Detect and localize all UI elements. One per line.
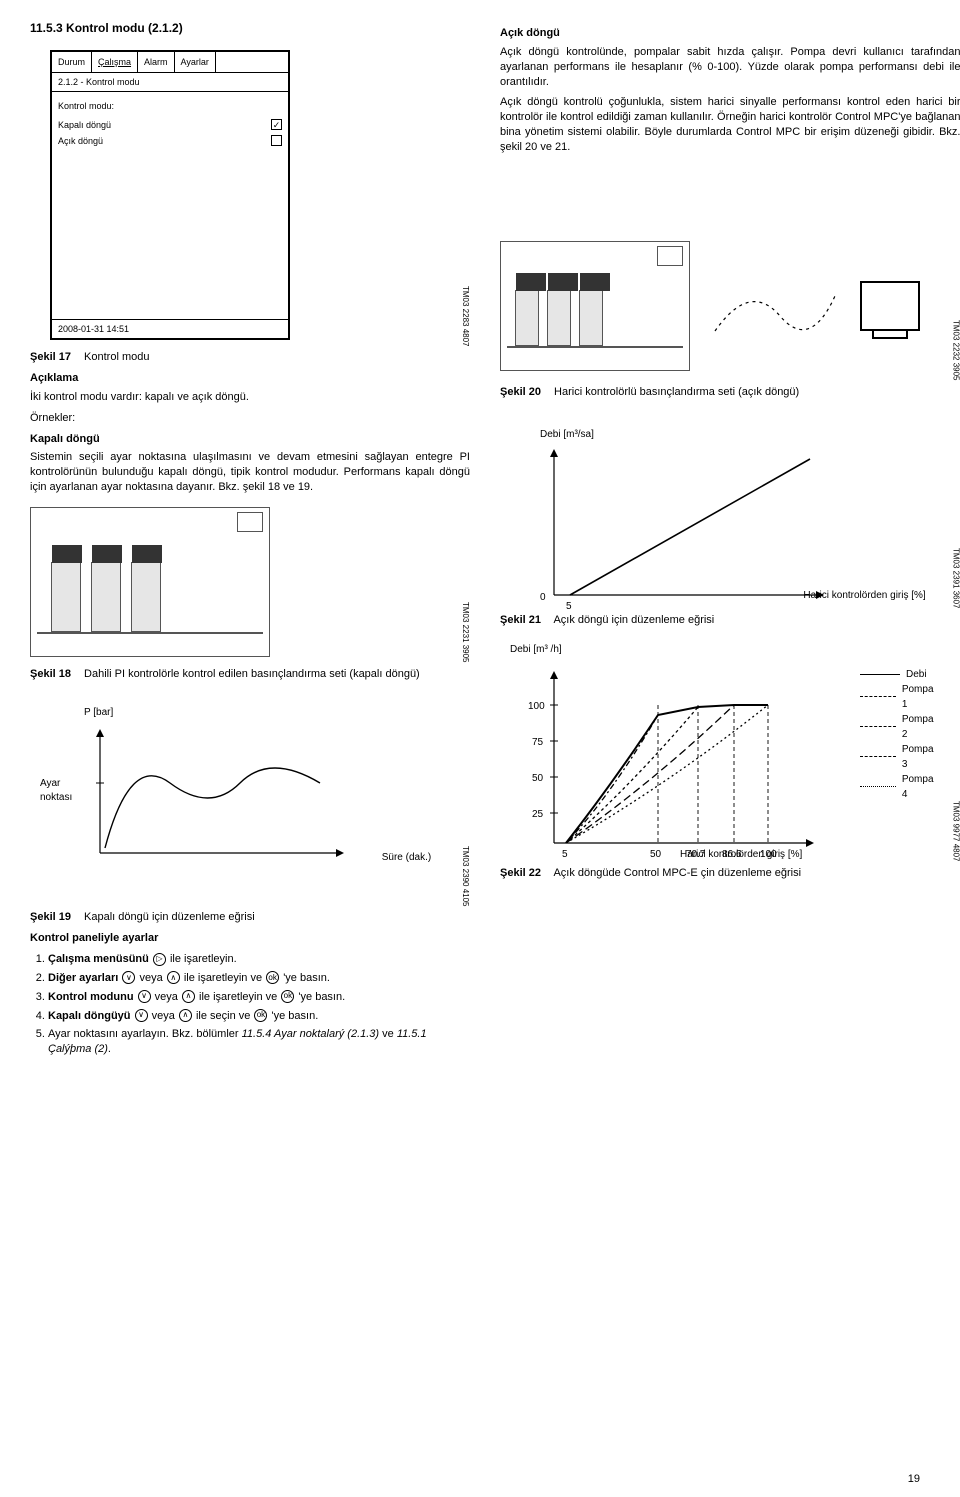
- acik-heading: Açık döngü: [500, 26, 960, 41]
- breadcrumb: 2.1.2 - Kontrol modu: [52, 73, 288, 92]
- svg-text:25: 25: [532, 809, 544, 820]
- acik-p1: Açık döngü kontrolünde, pompalar sabit h…: [500, 45, 960, 90]
- fig19-xlabel: Süre (dak.): [382, 851, 431, 878]
- tm-code: TM03 2232 3905: [950, 320, 960, 381]
- page-number: 19: [908, 1472, 920, 1487]
- aciklama-p2: Örnekler:: [30, 411, 470, 426]
- nav-up-icon: ∧: [179, 1009, 192, 1022]
- option-label: Kapalı döngü: [58, 119, 111, 131]
- tm-code: TM03 9977 4807: [950, 801, 960, 862]
- tm-code: TM03 2283 4807: [459, 286, 470, 347]
- tab-bar: Durum Çalışma Alarm Ayarlar: [52, 52, 288, 73]
- fig21-label: Şekil 21: [500, 614, 541, 626]
- tab-ayarlar[interactable]: Ayarlar: [175, 52, 216, 72]
- tm-code: TM03 2391 3607: [950, 548, 960, 609]
- kontrol-heading: Kontrol paneliyle ayarlar: [30, 931, 470, 946]
- ok-icon: ok: [254, 1009, 267, 1022]
- legend-p1: Pompa 1: [902, 682, 938, 712]
- option-acik[interactable]: Açık döngü: [58, 135, 282, 147]
- checkbox-checked-icon[interactable]: ✓: [271, 119, 282, 130]
- aciklama-p1: İki kontrol modu vardır: kapalı ve açık …: [30, 390, 470, 405]
- fig18-label: Şekil 18: [30, 668, 71, 680]
- pc-icon: [860, 281, 920, 331]
- step-3: Kontrol modunu ∨ veya ∧ ile işaretleyin …: [48, 990, 470, 1005]
- nav-right-icon: ▷: [153, 953, 166, 966]
- fig22-chart: 25 50 75 100 5 50 70.7 86.6 100: [510, 667, 860, 867]
- svg-text:50: 50: [532, 773, 544, 784]
- mode-label: Kontrol modu:: [58, 100, 282, 112]
- fig20-text: Harici kontrolörlü basınçlandırma seti (…: [554, 386, 799, 398]
- tm-code: TM03 2390 4105: [459, 846, 470, 907]
- fig21-ylabel: Debi [m³/sa]: [540, 428, 946, 442]
- ok-icon: ok: [266, 971, 279, 984]
- nav-up-icon: ∧: [182, 990, 195, 1003]
- svg-text:50: 50: [650, 849, 662, 860]
- tab-durum[interactable]: Durum: [52, 52, 92, 72]
- legend-debi: Debi: [906, 667, 927, 682]
- tab-calisma[interactable]: Çalışma: [92, 52, 138, 72]
- screenshot-panel: Durum Çalışma Alarm Ayarlar 2.1.2 - Kont…: [50, 50, 290, 340]
- tm-code: TM03 2231 3905: [459, 602, 470, 663]
- section-title: 11.5.3 Kontrol modu (2.1.2): [30, 20, 470, 36]
- acik-p2: Açık döngü kontrolü çoğunlukla, sistem h…: [500, 95, 960, 154]
- fig19-text: Kapalı döngü için düzenleme eğrisi: [84, 911, 255, 923]
- fig22-label: Şekil 22: [500, 867, 541, 879]
- option-label: Açık döngü: [58, 135, 103, 147]
- fig22-ylabel: Debi [m³ /h]: [510, 643, 960, 657]
- checkbox-unchecked-icon[interactable]: [271, 135, 282, 146]
- fig18-diagram: [30, 507, 270, 657]
- tab-alarm[interactable]: Alarm: [138, 52, 175, 72]
- svg-text:100: 100: [760, 849, 777, 860]
- step-1: Çalışma menüsünü ▷ ile işaretleyin.: [48, 952, 470, 967]
- nav-down-icon: ∨: [138, 990, 151, 1003]
- kapali-p1: Sistemin seçili ayar noktasına ulaşılmas…: [30, 450, 470, 495]
- fig19-setpoint: Ayar noktası: [40, 777, 80, 804]
- svg-text:86.6: 86.6: [722, 849, 742, 860]
- svg-text:70.7: 70.7: [686, 849, 706, 860]
- aciklama-heading: Açıklama: [30, 371, 470, 386]
- fig19-label: Şekil 19: [30, 911, 71, 923]
- fig21-x5: 5: [566, 601, 572, 612]
- fig19-ylabel: P [bar]: [84, 706, 455, 720]
- fig21-xlabel: Harici kontrolörden giriş [%]: [510, 589, 926, 603]
- fig22-text: Açık döngüde Control MPC-E çin düzenleme…: [553, 867, 801, 879]
- svg-text:100: 100: [528, 701, 545, 712]
- nav-up-icon: ∧: [167, 971, 180, 984]
- nav-down-icon: ∨: [122, 971, 135, 984]
- fig21-chart: Debi [m³/sa] 0 5 Harici kontrolörden gir…: [510, 428, 946, 603]
- option-kapali[interactable]: Kapalı döngü ✓: [58, 119, 282, 131]
- fig19-chart: P [bar] Ayar noktası Süre (dak.): [60, 706, 455, 901]
- legend-p4: Pompa 4: [902, 772, 938, 802]
- steps-list: Çalışma menüsünü ▷ ile işaretleyin. Diğe…: [48, 952, 470, 1057]
- svg-text:5: 5: [562, 849, 568, 860]
- ok-icon: ok: [281, 990, 294, 1003]
- svg-text:75: 75: [532, 737, 544, 748]
- fig18-text: Dahili PI kontrolörle kontrol edilen bas…: [84, 668, 420, 680]
- fig17-label: Şekil 17: [30, 351, 71, 363]
- fig21-y0: 0: [540, 592, 546, 603]
- footer-timestamp: 2008-01-31 14:51: [58, 323, 129, 335]
- legend-p2: Pompa 2: [902, 712, 938, 742]
- kapali-heading: Kapalı döngü: [30, 432, 470, 447]
- legend-p3: Pompa 3: [902, 742, 938, 772]
- step-2: Diğer ayarları ∨ veya ∧ ile işaretleyin …: [48, 971, 470, 986]
- step-4: Kapalı döngüyü ∨ veya ∧ ile seçin ve ok …: [48, 1009, 470, 1024]
- fig21-text: Açık döngü için düzenleme eğrisi: [553, 614, 714, 626]
- fig20-diagram: [500, 241, 920, 371]
- step-5: Ayar noktasını ayarlayın. Bkz. bölümler …: [48, 1027, 470, 1057]
- fig20-label: Şekil 20: [500, 386, 541, 398]
- nav-down-icon: ∨: [135, 1009, 148, 1022]
- fig17-text: Kontrol modu: [84, 351, 149, 363]
